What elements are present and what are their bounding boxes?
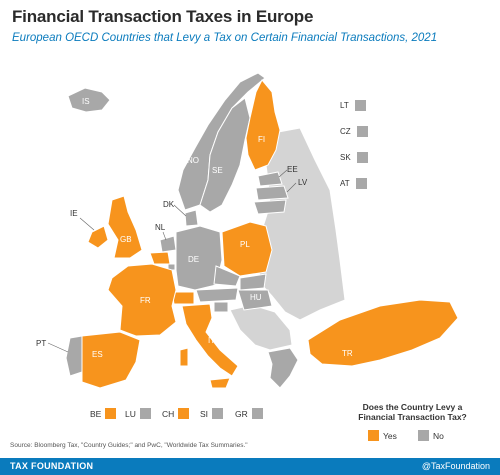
leader-lv: [286, 182, 297, 193]
label-fr: FR: [140, 296, 151, 305]
footer-bar: TAX FOUNDATION @TaxFoundation: [0, 458, 500, 475]
legend-no-swatch: [418, 430, 429, 441]
label-pl: PL: [240, 240, 250, 249]
inset-item-at: AT: [340, 178, 367, 189]
balkans-region: [229, 304, 293, 351]
country-fr: [107, 263, 177, 337]
inset-item-lt: LT: [340, 100, 366, 111]
leader-ie: [79, 217, 95, 231]
country-ie: [87, 225, 109, 249]
country-gr: [267, 347, 299, 389]
legend-question: Does the Country Levy a Financial Transa…: [358, 402, 467, 422]
label-de: DE: [188, 255, 199, 264]
label-is: IS: [82, 97, 90, 106]
legend-no: No: [418, 430, 444, 441]
country-lt: [253, 199, 287, 215]
legend-yes-swatch: [368, 430, 379, 441]
swatch-be: [105, 408, 117, 419]
country-sk: [239, 273, 267, 291]
page-title: Financial Transaction Taxes in Europe: [12, 7, 314, 26]
country-be: [149, 251, 171, 265]
country-es: [81, 331, 141, 389]
country-hu: [237, 289, 273, 311]
label-es: ES: [92, 350, 103, 359]
page-subtitle: European OECD Countries that Levy a Tax …: [12, 32, 438, 44]
swatch-si: [212, 408, 224, 419]
country-dk: [184, 209, 199, 227]
country-tr: [307, 299, 459, 367]
inset-item-si: SI: [200, 408, 224, 419]
country-pt: [65, 335, 83, 377]
label-no: NO: [187, 156, 199, 165]
inset-label-lt: LT: [340, 101, 349, 110]
leader-nl: [162, 231, 167, 241]
legend-yes: Yes: [368, 430, 397, 441]
country-si: [213, 301, 229, 313]
label-nl: NL: [155, 223, 166, 232]
inset-label-cz: CZ: [340, 127, 351, 136]
inset-label-be: BE: [90, 408, 102, 419]
country-ee: [257, 171, 283, 187]
label-ie: IE: [70, 209, 78, 218]
label-se: SE: [212, 166, 223, 175]
country-it: [181, 303, 239, 377]
label-tr: TR: [342, 349, 353, 358]
inset-label-si: SI: [200, 408, 209, 419]
inset-label-lu: LU: [125, 408, 136, 419]
label-it: IT: [208, 336, 215, 345]
leader-dk: [173, 204, 187, 217]
inset-label-sk: SK: [340, 153, 351, 162]
inset-label-at: AT: [340, 179, 350, 188]
leader-ee: [278, 169, 288, 178]
swatch-gr: [251, 408, 263, 419]
swatch-cz: [356, 126, 368, 137]
label-lv: LV: [298, 178, 308, 187]
inset-item-lu: LU: [125, 408, 151, 419]
country-nl: [159, 235, 177, 253]
label-ee: EE: [287, 165, 298, 174]
inset-label-gr: GR: [235, 408, 248, 419]
footer-org: TAX FOUNDATION: [10, 461, 94, 471]
legend-no-label: No: [433, 430, 444, 441]
footer-handle: @TaxFoundation: [421, 461, 490, 471]
inset-item-gr: GR: [235, 408, 263, 419]
country-lv: [255, 185, 289, 201]
europe-map: IS NO SE FI EE LV DK IE GB NL DE PL FR H…: [36, 72, 459, 389]
country-it-sicily: [209, 377, 231, 389]
country-gb: [107, 195, 143, 259]
inset-item-sk: SK: [340, 152, 368, 163]
label-dk: DK: [163, 200, 175, 209]
label-pt: PT: [36, 339, 46, 348]
label-gb: GB: [120, 235, 132, 244]
leader-pt: [47, 342, 69, 353]
swatch-ch: [178, 408, 190, 419]
country-pl: [221, 221, 273, 277]
inset-item-ch: CH: [162, 408, 190, 419]
country-fi: [245, 79, 281, 171]
swatch-at: [355, 178, 367, 189]
country-it-sardinia: [179, 347, 189, 367]
swatch-lt: [354, 100, 366, 111]
swatch-lu: [139, 408, 151, 419]
label-fi: FI: [258, 135, 265, 144]
country-lu: [167, 263, 176, 271]
inset-item-cz: CZ: [340, 126, 368, 137]
swatch-sk: [356, 152, 368, 163]
inset-item-be: BE: [90, 408, 117, 419]
inset-label-ch: CH: [162, 408, 175, 419]
country-is: [67, 87, 111, 113]
legend-yes-label: Yes: [383, 430, 397, 441]
label-hu: HU: [250, 293, 262, 302]
country-cz: [213, 265, 241, 287]
source-note: Source: Bloomberg Tax, "Country Guides;"…: [10, 442, 248, 449]
country-at: [195, 287, 239, 303]
country-de: [175, 225, 223, 291]
